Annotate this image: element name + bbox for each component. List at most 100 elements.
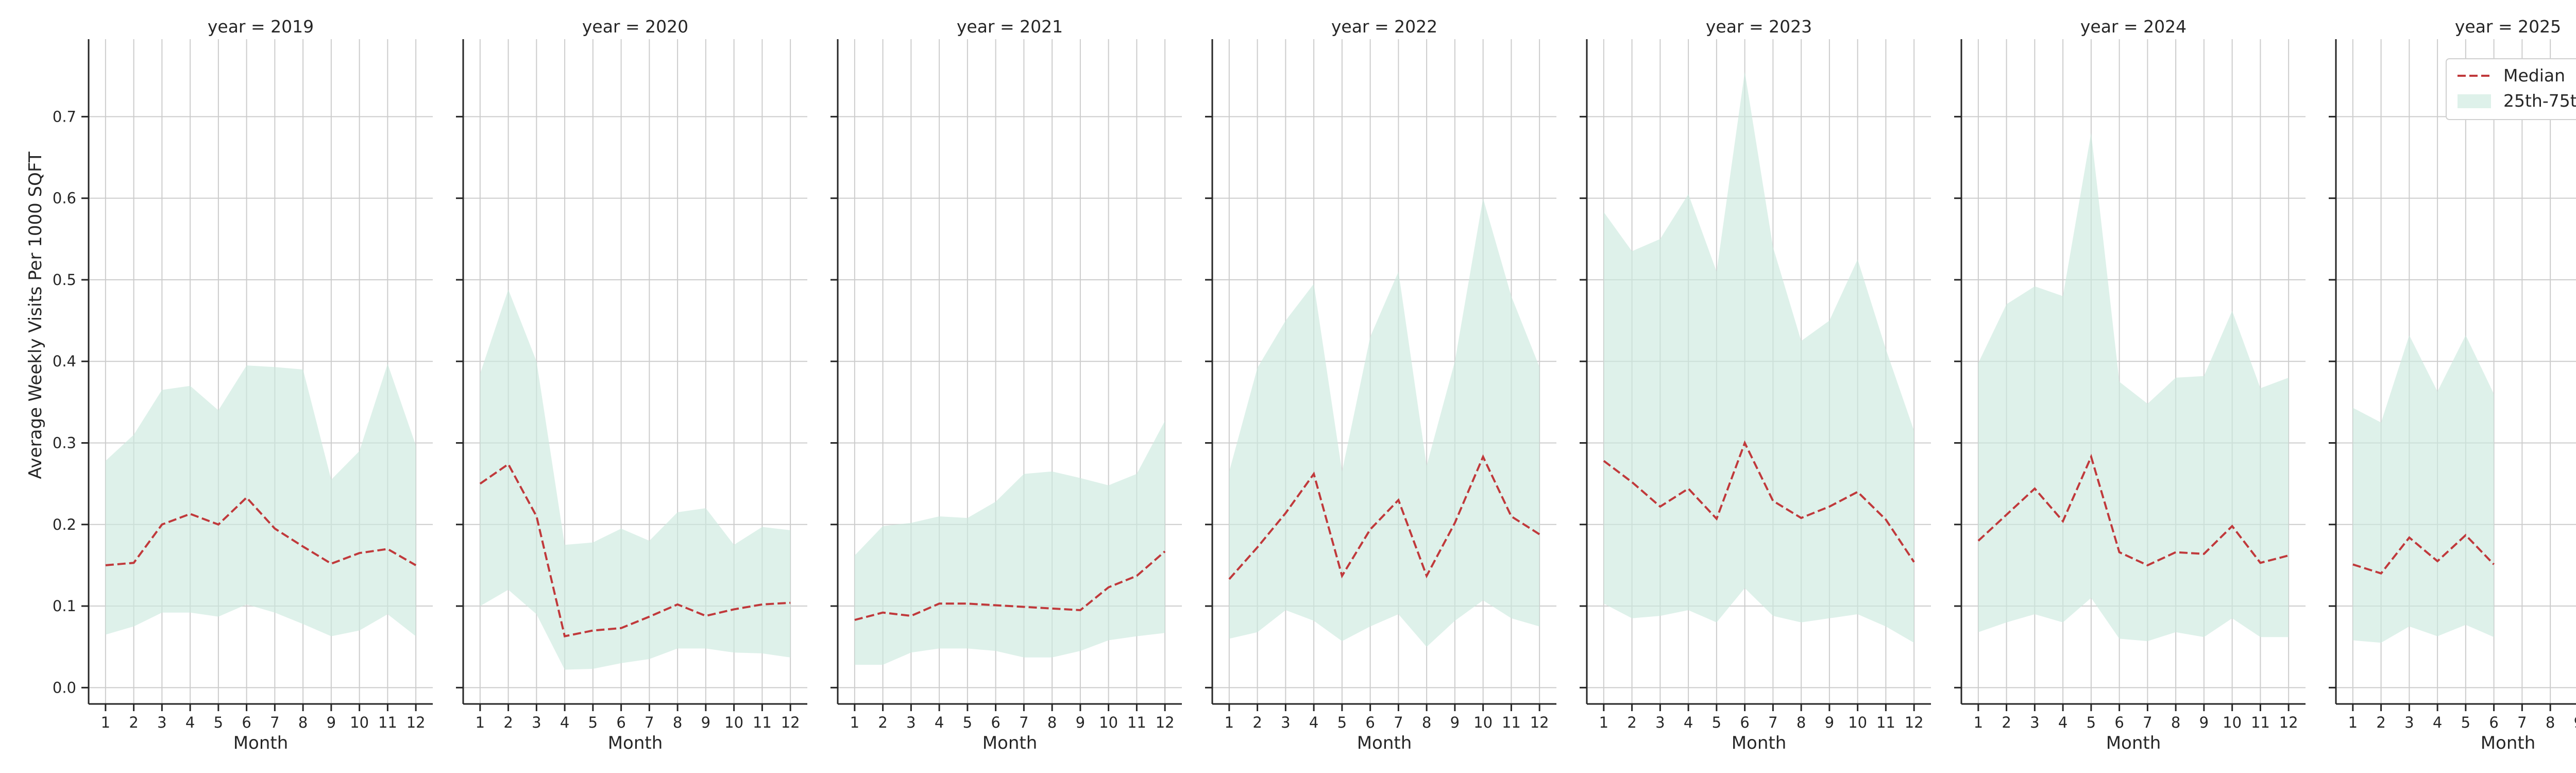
x-tick-label: 4 [2058,714,2067,731]
x-tick-label: 10 [1848,714,1867,731]
x-tick-label: 1 [101,714,110,731]
x-tick-label: 2 [129,714,138,731]
x-tick-label: 9 [2199,714,2209,731]
x-tick-label: 2 [1627,714,1636,731]
x-tick-label: 6 [1365,714,1375,731]
x-tick-label: 6 [991,714,1000,731]
panel-title: year = 2021 [957,16,1063,37]
median-line [2352,533,2495,575]
x-tick-label: 1 [1599,714,1608,731]
x-tick-label: 7 [1019,714,1028,731]
y-tick-label: 0.2 [53,516,76,533]
percentile-band [1603,72,1914,643]
x-tick-label: 11 [2251,714,2270,731]
panel-title: year = 2025 [2455,16,2561,37]
median-line [1603,440,1915,563]
x-axis-label: Month [2106,733,2161,753]
x-tick-label: 3 [157,714,166,731]
x-tick-label: 11 [1876,714,1895,731]
percentile-band [480,289,791,670]
x-axis-label: Month [608,733,663,753]
x-tick-label: 1 [1974,714,1983,731]
median-line [479,462,791,637]
x-tick-label: 5 [963,714,972,731]
y-tick-label: 0.1 [53,597,76,615]
x-tick-label: 5 [214,714,223,731]
x-axis-label: Month [2481,733,2536,753]
x-tick-label: 10 [2223,714,2242,731]
x-tick-label: 12 [1530,714,1549,731]
x-tick-label: 2 [878,714,887,731]
legend-median-label: Median [2503,65,2565,86]
legend-band-label: 25th-75th Percentile [2503,91,2576,111]
x-tick-label: 8 [673,714,682,731]
x-tick-label: 7 [2143,714,2152,731]
x-tick-label: 1 [476,714,485,731]
x-tick-label: 4 [560,714,569,731]
x-tick-label: 4 [185,714,195,731]
x-tick-label: 8 [298,714,308,731]
x-tick-label: 4 [935,714,944,731]
x-tick-label: 12 [2279,714,2298,731]
x-tick-label: 5 [588,714,598,731]
x-tick-label: 9 [327,714,336,731]
median-line [854,550,1166,621]
x-tick-label: 3 [1655,714,1665,731]
x-tick-label: 11 [1127,714,1146,731]
x-tick-label: 8 [2171,714,2180,731]
percentile-band [105,364,416,636]
x-tick-label: 12 [406,714,426,731]
x-tick-label: 12 [1905,714,1924,731]
x-tick-label: 1 [1225,714,1234,731]
x-tick-label: 3 [906,714,916,731]
x-tick-label: 7 [2517,714,2527,731]
x-tick-label: 5 [2087,714,2096,731]
x-tick-label: 12 [1156,714,1175,731]
x-tick-label: 3 [532,714,541,731]
x-tick-label: 3 [2030,714,2039,731]
x-tick-label: 12 [781,714,800,731]
percentile-band [2352,335,2494,643]
x-tick-label: 2 [1252,714,1262,731]
percentile-band [1978,133,2289,642]
y-axis-label: Average Weekly Visits Per 1000 SQFT [25,152,46,479]
x-tick-label: 6 [242,714,251,731]
y-tick-label: 0.6 [53,190,76,207]
x-tick-label: 2 [503,714,513,731]
x-tick-label: 1 [2348,714,2358,731]
x-axis-label: Month [1732,733,1787,753]
x-tick-label: 8 [1422,714,1431,731]
median-line [1977,453,2289,567]
x-tick-label: 5 [1337,714,1347,731]
x-tick-label: 11 [753,714,772,731]
y-tick-label: 0.3 [53,434,76,451]
x-tick-label: 10 [1099,714,1118,731]
x-tick-label: 8 [2546,714,2555,731]
x-tick-label: 11 [378,714,397,731]
x-tick-label: 6 [1740,714,1749,731]
x-tick-label: 10 [350,714,369,731]
percentile-band [1229,198,1540,647]
x-tick-label: 2 [2002,714,2011,731]
x-tick-label: 7 [645,714,654,731]
x-axis-label: Month [233,733,289,753]
x-tick-label: 9 [701,714,710,731]
x-tick-label: 5 [1712,714,1721,731]
x-axis-label: Month [1357,733,1412,753]
y-tick-label: 0.4 [53,352,76,370]
x-tick-label: 9 [2574,714,2576,731]
legend: Median 25th-75th Percentile [2446,58,2576,120]
panel-1: 0.00.10.20.30.40.50.60.71 2 3 4 5 6 7 8 9 10 11 12y… [53,16,433,753]
x-tick-label: 5 [2461,714,2470,731]
x-tick-label: 6 [2489,714,2498,731]
panel-title: year = 2024 [2080,16,2187,37]
median-line [1228,454,1540,580]
x-tick-label: 8 [1797,714,1806,731]
x-tick-label: 3 [1281,714,1290,731]
